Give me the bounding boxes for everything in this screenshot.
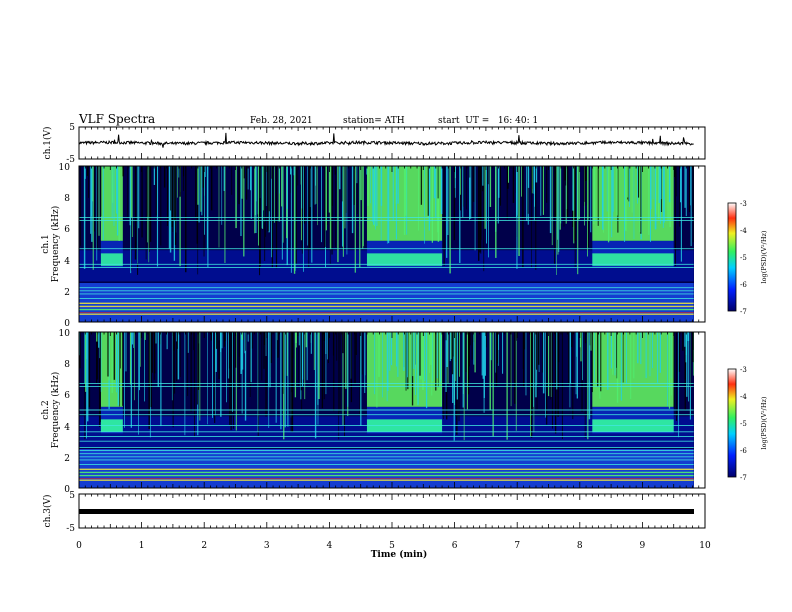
figure-station: station= ATH — [343, 116, 405, 126]
ch1-ylabel-frequency: Frequency (kHz) — [50, 206, 61, 283]
ch2-cbtick-m3: -3 — [740, 366, 747, 374]
x-axis-tick-labels: 0 1 2 3 4 5 6 7 8 9 10 — [76, 541, 711, 551]
x-tick-label-5: 5 — [389, 541, 395, 551]
spectrogram-noise-field — [79, 283, 694, 322]
x-tick-label-4: 4 — [327, 541, 333, 551]
ch1-cbtick-m6: -6 — [740, 281, 747, 289]
ch1-waveform-ticks — [78, 127, 706, 159]
ch1-ytick-8: 8 — [64, 194, 70, 204]
ch2-cbtick-m4: -4 — [740, 393, 747, 401]
ch2-colorbar-label: log(PSD)(V²/Hz) — [760, 396, 768, 449]
ch2-cbtick-m5: -5 — [740, 420, 747, 428]
ch1-colorbar-label: log(PSD)(V²/Hz) — [760, 230, 768, 283]
ch1-cbtick-m4: -4 — [740, 227, 747, 235]
ch1-ytick-bottom: -5 — [66, 155, 75, 165]
ch1-colorbar-gradient — [727, 202, 737, 312]
figure-title: VLF Spectra — [78, 112, 155, 126]
ch1-cbtick-m5: -5 — [740, 254, 747, 262]
ch3-ytick-top: 5 — [69, 491, 75, 501]
ch3-ylabel: ch.3(V) — [42, 495, 53, 528]
ch1-waveform-trace — [78, 132, 694, 148]
ch2-spectrogram-image — [79, 332, 694, 488]
hiss-burst-band — [592, 253, 674, 266]
figure-date: Feb. 28, 2021 — [250, 116, 313, 126]
ch2-ytick-6: 6 — [64, 391, 70, 401]
x-tick-label-1: 1 — [139, 541, 145, 551]
x-tick-label-2: 2 — [201, 541, 207, 551]
ch2-colorbar: -3 -4 -5 -6 -7 log(PSD)(V²/Hz) — [727, 366, 768, 482]
spectrogram-noise-field — [79, 449, 694, 488]
ch2-ylabel-frequency: Frequency (kHz) — [50, 372, 61, 449]
ch2-ytick-10: 10 — [59, 329, 71, 339]
ch2-ytick-4: 4 — [64, 423, 70, 433]
ch1-spectrogram-image — [79, 166, 694, 322]
ch3-waveform-panel: 5 -5 ch.3(V) — [42, 491, 706, 534]
ch2-spectrogram-ticks — [78, 332, 706, 488]
ch2-cbtick-m7: -7 — [740, 474, 747, 482]
x-tick-label-0: 0 — [76, 541, 82, 551]
ch1-spectrogram-ticks — [78, 166, 706, 322]
x-tick-label-7: 7 — [514, 541, 520, 551]
ch2-spectrogram-panel: 0 2 4 6 8 10 ch.2 Frequency (kHz) — [41, 329, 706, 495]
ch1-cbtick-m7: -7 — [740, 308, 747, 316]
ch3-waveform-ticks — [78, 494, 706, 528]
ch1-spectrogram-panel: 0 2 4 6 8 10 ch.1 Frequency (kHz) — [41, 163, 706, 329]
ch2-cbtick-m6: -6 — [740, 447, 747, 455]
ch1-waveform-panel: 5 -5 ch.1(V) — [42, 123, 706, 165]
x-tick-label-10: 10 — [699, 541, 711, 551]
ch1-ylabel-channel: ch.1 — [41, 234, 51, 253]
ch1-colorbar: -3 -4 -5 -6 -7 log(PSD)(V²/Hz) — [727, 200, 768, 316]
hiss-burst-band — [100, 253, 123, 266]
ch1-ylabel: ch.1(V) — [42, 127, 53, 160]
x-tick-label-8: 8 — [577, 541, 583, 551]
ch1-cbtick-m3: -3 — [740, 200, 747, 208]
ch1-ytick-0: 0 — [64, 319, 70, 329]
ch2-ytick-0: 0 — [64, 485, 70, 495]
x-tick-label-3: 3 — [264, 541, 270, 551]
x-tick-label-9: 9 — [640, 541, 646, 551]
ch3-ytick-bottom: -5 — [66, 524, 75, 534]
ch2-ylabel-channel: ch.2 — [41, 400, 51, 419]
x-tick-label-6: 6 — [452, 541, 458, 551]
ch2-ytick-2: 2 — [64, 454, 70, 464]
ch3-waveform-trace — [79, 509, 694, 514]
ch2-ytick-8: 8 — [64, 360, 70, 370]
x-axis-label: Time (min) — [371, 549, 428, 560]
ch2-colorbar-gradient — [727, 368, 737, 478]
ch1-ytick-2: 2 — [64, 288, 70, 298]
figure-start-ut: start UT = 16: 40: 1 — [438, 116, 538, 126]
ch1-ytick-10: 10 — [59, 163, 71, 173]
hiss-burst-band — [366, 253, 443, 266]
hiss-burst-upper — [592, 332, 674, 407]
ch1-ytick-4: 4 — [64, 257, 70, 267]
ch1-ytick-6: 6 — [64, 225, 70, 235]
ch1-ytick-top: 5 — [69, 123, 75, 133]
